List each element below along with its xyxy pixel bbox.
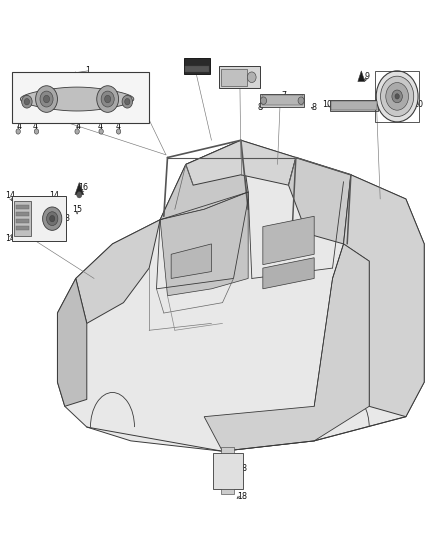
- Circle shape: [117, 129, 121, 134]
- Text: 4: 4: [116, 122, 121, 131]
- Text: 3: 3: [46, 96, 51, 105]
- Text: 14: 14: [5, 234, 15, 243]
- Circle shape: [97, 86, 119, 112]
- Polygon shape: [204, 244, 369, 451]
- Circle shape: [34, 129, 39, 134]
- Text: 11: 11: [408, 92, 418, 101]
- Text: 14: 14: [49, 234, 59, 243]
- Text: 8: 8: [258, 102, 263, 111]
- FancyBboxPatch shape: [185, 66, 209, 72]
- Polygon shape: [263, 258, 314, 289]
- Text: 14: 14: [5, 191, 15, 200]
- FancyBboxPatch shape: [219, 66, 261, 88]
- Polygon shape: [186, 140, 296, 185]
- FancyBboxPatch shape: [213, 453, 243, 489]
- Circle shape: [46, 212, 58, 225]
- Text: 12: 12: [13, 206, 23, 215]
- Circle shape: [16, 129, 20, 134]
- Circle shape: [125, 99, 130, 105]
- Circle shape: [298, 97, 304, 104]
- Text: 16: 16: [79, 183, 88, 192]
- Text: 10: 10: [322, 100, 332, 109]
- Circle shape: [49, 215, 55, 222]
- Text: 15: 15: [72, 205, 82, 214]
- Circle shape: [21, 95, 32, 108]
- FancyBboxPatch shape: [184, 58, 210, 74]
- Circle shape: [101, 91, 114, 107]
- FancyBboxPatch shape: [221, 447, 234, 453]
- Text: 5: 5: [197, 59, 202, 67]
- Polygon shape: [76, 220, 160, 324]
- Polygon shape: [263, 216, 314, 265]
- Text: 2: 2: [24, 104, 28, 113]
- FancyBboxPatch shape: [16, 205, 29, 209]
- Circle shape: [75, 129, 79, 134]
- FancyBboxPatch shape: [16, 212, 29, 216]
- FancyBboxPatch shape: [12, 196, 66, 241]
- Text: 14: 14: [49, 191, 59, 200]
- Text: 6: 6: [245, 74, 250, 83]
- FancyBboxPatch shape: [12, 72, 149, 123]
- Text: 13: 13: [60, 214, 71, 223]
- Text: 9: 9: [364, 71, 369, 80]
- Circle shape: [381, 76, 414, 117]
- FancyBboxPatch shape: [16, 219, 29, 223]
- Text: 1: 1: [85, 67, 91, 75]
- Polygon shape: [75, 182, 84, 195]
- Polygon shape: [160, 192, 248, 296]
- FancyBboxPatch shape: [14, 201, 31, 236]
- Text: 4: 4: [76, 122, 81, 131]
- Text: 18: 18: [237, 464, 247, 473]
- Polygon shape: [160, 140, 248, 220]
- Polygon shape: [289, 158, 351, 244]
- Circle shape: [35, 86, 57, 112]
- Circle shape: [43, 95, 49, 103]
- Circle shape: [77, 191, 82, 198]
- Circle shape: [24, 99, 29, 105]
- Text: 2: 2: [122, 104, 127, 113]
- FancyBboxPatch shape: [16, 226, 29, 230]
- Polygon shape: [358, 71, 365, 82]
- Circle shape: [99, 129, 103, 134]
- Circle shape: [392, 90, 403, 103]
- Text: 8: 8: [312, 102, 317, 111]
- Text: 4: 4: [17, 122, 21, 131]
- Circle shape: [386, 83, 409, 110]
- Text: 3: 3: [98, 96, 103, 105]
- Circle shape: [376, 71, 418, 122]
- Text: 10: 10: [413, 100, 423, 109]
- Circle shape: [395, 94, 399, 99]
- FancyBboxPatch shape: [221, 489, 234, 494]
- Circle shape: [40, 91, 53, 107]
- Polygon shape: [57, 140, 424, 451]
- Polygon shape: [171, 244, 212, 278]
- Text: 4: 4: [33, 122, 38, 131]
- Polygon shape: [343, 175, 424, 417]
- Polygon shape: [21, 87, 134, 111]
- FancyBboxPatch shape: [262, 95, 303, 106]
- FancyBboxPatch shape: [261, 94, 304, 107]
- FancyBboxPatch shape: [221, 69, 247, 86]
- FancyBboxPatch shape: [331, 101, 378, 110]
- Circle shape: [42, 207, 62, 230]
- Circle shape: [122, 95, 133, 108]
- FancyBboxPatch shape: [330, 100, 378, 111]
- Circle shape: [105, 95, 111, 103]
- Circle shape: [261, 97, 267, 104]
- Text: 4: 4: [98, 122, 103, 131]
- Circle shape: [247, 72, 256, 83]
- Polygon shape: [57, 278, 87, 406]
- Text: 17: 17: [226, 478, 236, 486]
- Text: 7: 7: [281, 91, 286, 100]
- Text: 18: 18: [237, 491, 247, 500]
